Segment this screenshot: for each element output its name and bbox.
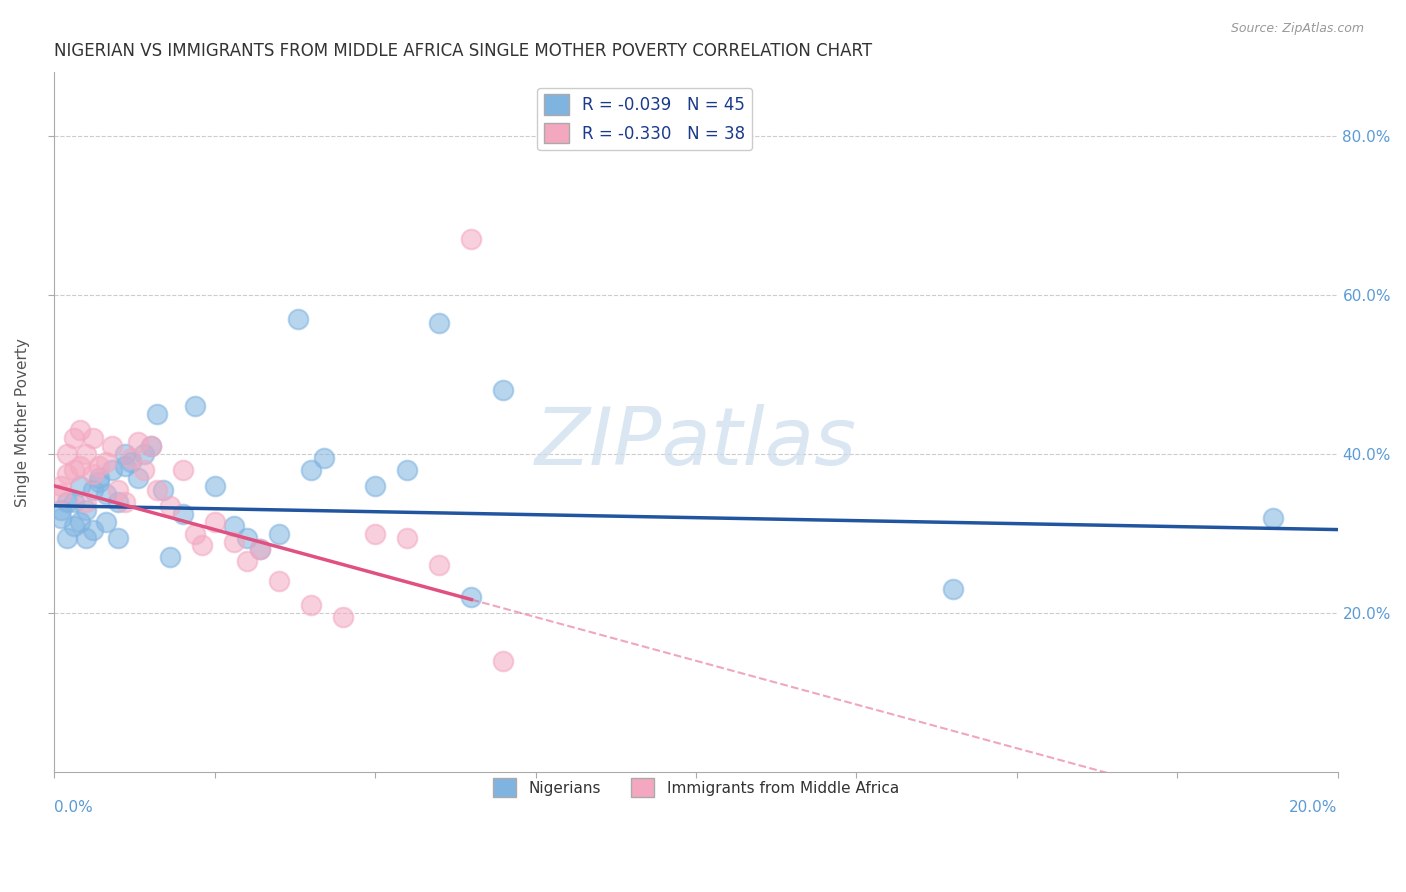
Point xyxy=(134,463,156,477)
Point xyxy=(82,467,104,481)
Point xyxy=(492,384,515,398)
Point xyxy=(127,471,149,485)
Point xyxy=(249,542,271,557)
Text: ZIPatlas: ZIPatlas xyxy=(534,404,858,483)
Point xyxy=(172,507,194,521)
Point xyxy=(56,495,79,509)
Point xyxy=(287,312,309,326)
Point xyxy=(184,400,207,414)
Point xyxy=(107,495,129,509)
Point xyxy=(204,515,226,529)
Point xyxy=(94,455,117,469)
Point xyxy=(127,435,149,450)
Point xyxy=(159,499,181,513)
Point xyxy=(236,531,259,545)
Point xyxy=(146,483,169,497)
Point xyxy=(114,495,136,509)
Point xyxy=(134,447,156,461)
Point xyxy=(146,407,169,421)
Point xyxy=(460,232,482,246)
Point xyxy=(89,471,111,485)
Point xyxy=(427,316,450,330)
Point xyxy=(107,483,129,497)
Point xyxy=(89,475,111,489)
Point xyxy=(69,423,91,437)
Point xyxy=(396,531,419,545)
Point xyxy=(942,582,965,597)
Point xyxy=(312,450,335,465)
Point xyxy=(62,431,84,445)
Point xyxy=(139,439,162,453)
Point xyxy=(82,483,104,497)
Y-axis label: Single Mother Poverty: Single Mother Poverty xyxy=(15,338,30,507)
Point xyxy=(222,534,245,549)
Point xyxy=(56,531,79,545)
Point xyxy=(56,467,79,481)
Point xyxy=(69,479,91,493)
Point xyxy=(62,495,84,509)
Point xyxy=(267,526,290,541)
Point xyxy=(120,455,142,469)
Point xyxy=(152,483,174,497)
Point xyxy=(492,654,515,668)
Point xyxy=(62,463,84,477)
Point xyxy=(222,518,245,533)
Point xyxy=(299,598,322,612)
Point xyxy=(69,458,91,473)
Point xyxy=(191,539,214,553)
Point xyxy=(94,515,117,529)
Point xyxy=(460,590,482,604)
Point xyxy=(94,487,117,501)
Point xyxy=(120,450,142,465)
Point xyxy=(139,439,162,453)
Point xyxy=(101,439,124,453)
Point xyxy=(204,479,226,493)
Point xyxy=(75,495,97,509)
Point xyxy=(364,526,387,541)
Point xyxy=(332,610,354,624)
Point xyxy=(75,502,97,516)
Point xyxy=(49,479,72,493)
Point xyxy=(267,574,290,589)
Point xyxy=(396,463,419,477)
Point xyxy=(427,558,450,573)
Point xyxy=(75,531,97,545)
Text: NIGERIAN VS IMMIGRANTS FROM MIDDLE AFRICA SINGLE MOTHER POVERTY CORRELATION CHAR: NIGERIAN VS IMMIGRANTS FROM MIDDLE AFRIC… xyxy=(55,42,873,60)
Point xyxy=(82,431,104,445)
Point xyxy=(69,515,91,529)
Point xyxy=(159,550,181,565)
Point xyxy=(49,502,72,516)
Point xyxy=(62,518,84,533)
Point xyxy=(82,523,104,537)
Point xyxy=(75,447,97,461)
Point xyxy=(172,463,194,477)
Point xyxy=(249,542,271,557)
Point xyxy=(49,487,72,501)
Point xyxy=(49,510,72,524)
Point xyxy=(101,463,124,477)
Point xyxy=(364,479,387,493)
Point xyxy=(299,463,322,477)
Point xyxy=(107,531,129,545)
Point xyxy=(114,447,136,461)
Text: 0.0%: 0.0% xyxy=(55,800,93,815)
Point xyxy=(56,447,79,461)
Legend: Nigerians, Immigrants from Middle Africa: Nigerians, Immigrants from Middle Africa xyxy=(486,772,905,803)
Point xyxy=(1263,510,1285,524)
Point xyxy=(114,458,136,473)
Text: 20.0%: 20.0% xyxy=(1289,800,1337,815)
Text: Source: ZipAtlas.com: Source: ZipAtlas.com xyxy=(1230,22,1364,36)
Point xyxy=(184,526,207,541)
Point xyxy=(89,458,111,473)
Point xyxy=(236,554,259,568)
